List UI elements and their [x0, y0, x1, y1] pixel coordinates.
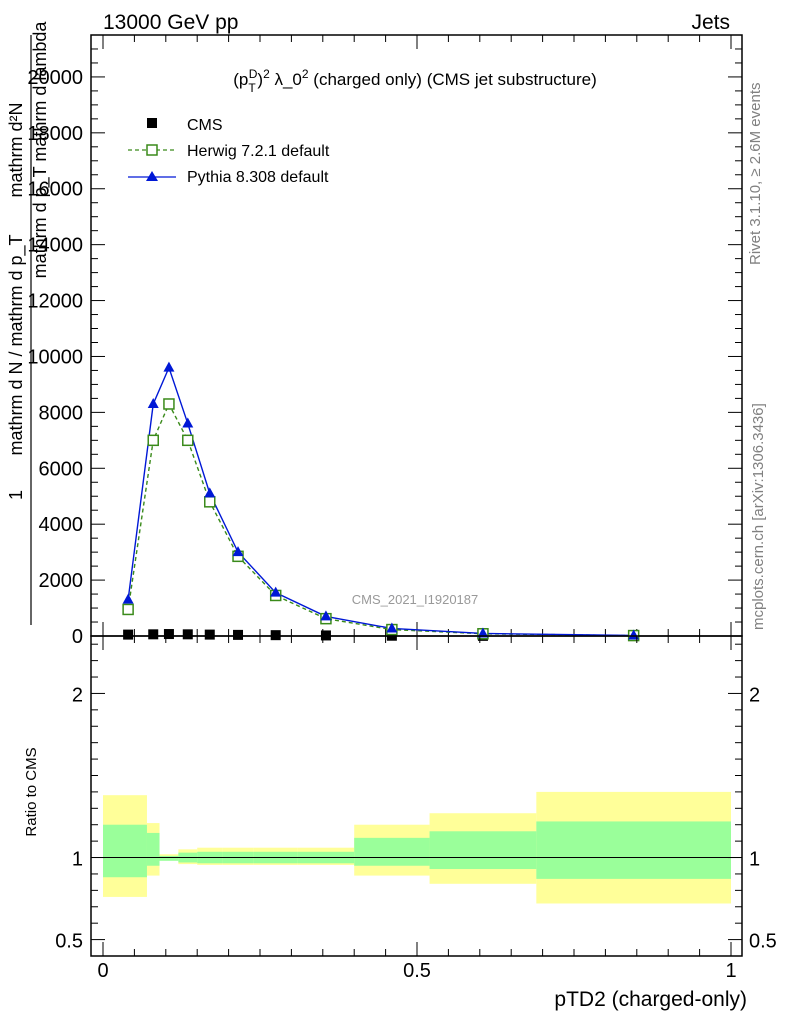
data-point-pythia — [270, 586, 282, 597]
main-ytick-label: 14000 — [27, 235, 83, 257]
ratio-xtick-label: 0.5 — [403, 960, 431, 982]
svg-text:mathrm d N / mathrm d p_T: mathrm d N / mathrm d p_T — [6, 234, 27, 455]
main-axes: 0 2000 4000 6000 8000 10000 12000 14000 16000 180… — [27, 34, 743, 648]
main-ytick-label: 6000 — [39, 458, 84, 480]
data-point-herwig — [163, 398, 175, 410]
header-energy: 13000 GeV pp — [103, 11, 238, 34]
legend-marker-pythia — [146, 171, 158, 181]
data-point-cms — [233, 629, 244, 640]
data-point-herwig — [147, 434, 159, 447]
ratio-bands — [91, 791, 742, 904]
ratio-xtick-label: 1 — [725, 960, 736, 982]
ratio-axes: 0.5 0.5 1 1 2 2 0 0.5 1 — [55, 635, 777, 982]
ratio-band-inner — [536, 821, 731, 879]
ratio-band-inner — [146, 832, 160, 866]
x-axis-label: pTD2 (charged-only) — [554, 988, 747, 1011]
main-ytick-label: 2000 — [39, 570, 84, 592]
main-ytick-label: 10000 — [27, 346, 83, 368]
ratio-ytick-label-left: 1 — [72, 849, 83, 871]
main-ytick-label: 4000 — [39, 514, 84, 536]
legend-label-pythia: Pythia 8.308 default — [187, 169, 329, 186]
main-plot-area — [91, 35, 742, 636]
ratio-ylabel: Ratio to CMS — [23, 747, 40, 836]
data-point-pythia — [386, 622, 398, 633]
mcplots-label: mcplots.cern.ch [arXiv:1306.3436] — [750, 403, 767, 630]
data-point-herwig — [122, 603, 134, 616]
data-point-cms — [204, 629, 215, 640]
analysis-watermark: CMS_2021_I1920187 — [352, 592, 479, 607]
rivet-version-label: Rivet 3.1.10, ≥ 2.6M events — [747, 83, 764, 266]
main-ytick-label: 18000 — [27, 123, 83, 145]
ratio-band-inner — [354, 837, 430, 866]
data-point-cms — [270, 630, 281, 641]
data-point-pythia — [477, 627, 489, 638]
main-ytick-label: 8000 — [39, 402, 84, 424]
svg-text:mathrm d p_T mathrm d lambda: mathrm d p_T mathrm d lambda — [30, 21, 51, 279]
plot-title: (pTD)2 λ_02 (charged only) (CMS jet subs… — [233, 67, 596, 95]
main-ytick-label: 0 — [72, 626, 83, 648]
legend-label-cms: CMS — [187, 117, 223, 134]
header-process: Jets — [691, 11, 730, 34]
data-point-pythia — [232, 546, 244, 557]
legend-marker-herwig — [146, 144, 158, 156]
svg-text:mathrm d²N: mathrm d²N — [6, 102, 26, 197]
ratio-band-inner — [103, 824, 147, 878]
main-ytick-label: 16000 — [27, 179, 83, 201]
data-point-herwig — [204, 496, 216, 508]
data-point-pythia — [204, 487, 216, 498]
main-ylabel: mathrm d N / mathrm d p_T mathrm d²N mat… — [6, 21, 51, 625]
data-point-pythia — [320, 610, 332, 621]
data-point-pythia — [122, 593, 134, 604]
data-point-cms — [182, 629, 193, 640]
svg-text:1: 1 — [6, 490, 26, 500]
ratio-ytick-label-right: 1 — [749, 849, 760, 871]
main-ytick-label: 12000 — [27, 291, 83, 313]
data-point-cms — [148, 629, 159, 640]
ratio-ytick-label-right: 0.5 — [749, 931, 777, 953]
data-point-pythia — [147, 397, 159, 408]
ratio-band-inner — [429, 831, 537, 870]
ratio-ytick-label-left: 0.5 — [55, 931, 83, 953]
data-point-cms — [163, 629, 174, 640]
data-point-cms — [123, 629, 134, 640]
ratio-band-inner — [159, 855, 179, 861]
series-layer — [122, 361, 640, 642]
main-ytick-label: 20000 — [27, 67, 83, 89]
legend: CMS Herwig 7.2.1 default Pythia 8.308 de… — [128, 117, 330, 186]
legend-marker-cms — [147, 118, 157, 128]
data-point-pythia — [163, 361, 175, 372]
data-point-pythia — [182, 417, 194, 428]
ratio-ytick-label-left: 2 — [72, 684, 83, 706]
ratio-ytick-label-right: 2 — [749, 684, 760, 706]
legend-label-herwig: Herwig 7.2.1 default — [187, 143, 330, 160]
data-point-herwig — [182, 434, 194, 447]
ratio-xtick-label: 0 — [97, 960, 108, 982]
